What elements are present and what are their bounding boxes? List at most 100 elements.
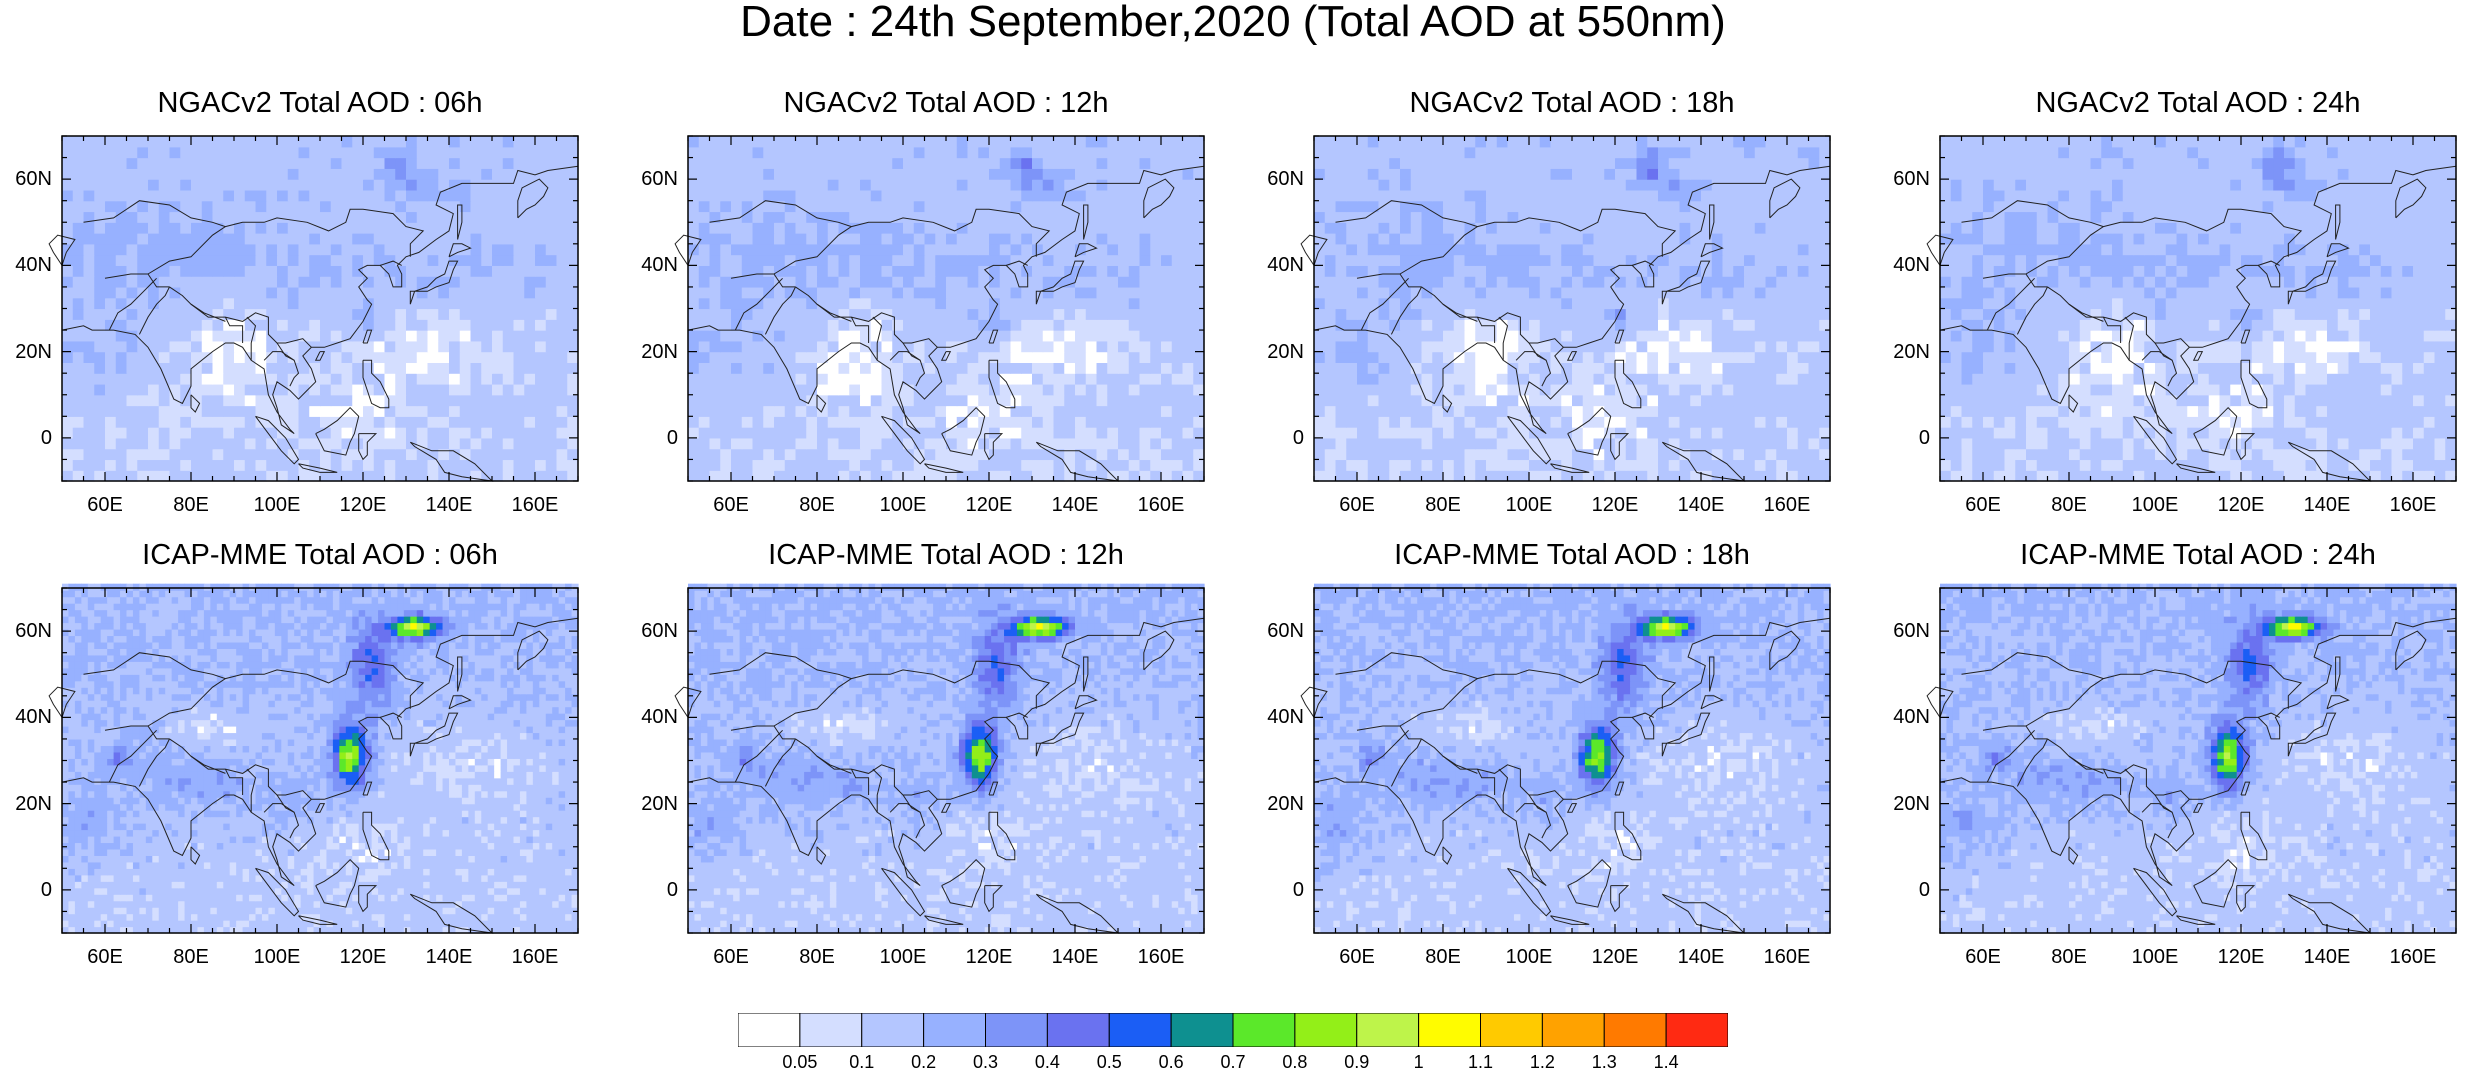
aod-map	[1878, 540, 2466, 980]
lon-tick-label: 140E	[2292, 947, 2362, 967]
colorbar-box	[1604, 1013, 1666, 1047]
lat-tick-label: 40N	[628, 255, 678, 275]
aod-map	[626, 540, 1266, 980]
aod-map	[1252, 540, 1892, 980]
lat-tick-label: 40N	[1880, 255, 1930, 275]
lon-tick-label: 60E	[696, 947, 766, 967]
colorbar-tick-label: 0.1	[832, 1053, 892, 1071]
colorbar-tick-label: 0.8	[1265, 1053, 1325, 1071]
lat-tick-label: 60N	[2, 621, 52, 641]
lat-tick-label: 40N	[628, 707, 678, 727]
lon-tick-label: 160E	[1126, 947, 1196, 967]
lat-tick-label: 40N	[1880, 707, 1930, 727]
lat-tick-label: 0	[628, 880, 678, 900]
lat-tick-label: 40N	[1254, 255, 1304, 275]
lon-tick-label: 100E	[2120, 947, 2190, 967]
lat-tick-label: 0	[2, 428, 52, 448]
lat-tick-label: 40N	[2, 707, 52, 727]
colorbar-tick-label: 0.4	[1017, 1053, 1077, 1071]
colorbar-box	[1233, 1013, 1295, 1047]
lon-tick-label: 60E	[1322, 495, 1392, 515]
lon-tick-label: 160E	[500, 495, 570, 515]
colorbar-tick-label: 0.3	[956, 1053, 1016, 1071]
lat-tick-label: 0	[1880, 880, 1930, 900]
lon-tick-label: 120E	[954, 947, 1024, 967]
lat-tick-label: 20N	[2, 342, 52, 362]
lat-tick-label: 60N	[1880, 621, 1930, 641]
lon-tick-label: 100E	[1494, 947, 1564, 967]
lon-tick-label: 100E	[242, 495, 312, 515]
figure-title: Date : 24th September,2020 (Total AOD at…	[0, 0, 2466, 44]
aod-field	[1314, 584, 1831, 934]
colorbar-tick-label: 0.6	[1141, 1053, 1201, 1071]
lat-tick-label: 60N	[628, 169, 678, 189]
lon-tick-label: 60E	[1948, 947, 2018, 967]
lon-tick-label: 120E	[328, 495, 398, 515]
lon-tick-label: 60E	[1948, 495, 2018, 515]
lon-tick-label: 80E	[1408, 495, 1478, 515]
lat-tick-label: 0	[628, 428, 678, 448]
aod-map	[0, 540, 640, 980]
lon-tick-label: 120E	[2206, 947, 2276, 967]
lon-tick-label: 100E	[242, 947, 312, 967]
lon-tick-label: 80E	[782, 947, 852, 967]
colorbar-box	[1109, 1013, 1171, 1047]
lon-tick-label: 120E	[1580, 947, 1650, 967]
lat-tick-label: 20N	[628, 342, 678, 362]
lon-tick-label: 60E	[696, 495, 766, 515]
aod-field	[62, 584, 579, 934]
lon-tick-label: 100E	[1494, 495, 1564, 515]
colorbar-tick-label: 1.4	[1636, 1053, 1696, 1071]
lon-tick-label: 120E	[2206, 495, 2276, 515]
aod-field	[1314, 136, 1831, 482]
aod-field	[1940, 136, 2457, 482]
colorbar-box	[1047, 1013, 1109, 1047]
lon-tick-label: 100E	[2120, 495, 2190, 515]
lon-tick-label: 140E	[1666, 947, 1736, 967]
colorbar-box	[862, 1013, 924, 1047]
lon-tick-label: 80E	[782, 495, 852, 515]
lat-tick-label: 20N	[2, 794, 52, 814]
lat-tick-label: 0	[1254, 880, 1304, 900]
lon-tick-label: 80E	[2034, 947, 2104, 967]
colorbar-box	[1666, 1013, 1728, 1047]
lat-tick-label: 20N	[1880, 342, 1930, 362]
lon-tick-label: 160E	[2378, 495, 2448, 515]
aod-map	[0, 88, 640, 528]
lat-tick-label: 20N	[1254, 342, 1304, 362]
colorbar-box	[986, 1013, 1048, 1047]
lon-tick-label: 140E	[414, 495, 484, 515]
lon-tick-label: 140E	[414, 947, 484, 967]
aod-field	[688, 584, 1205, 934]
colorbar-box	[1295, 1013, 1357, 1047]
lon-tick-label: 160E	[1752, 495, 1822, 515]
colorbar-tick-label: 0.7	[1203, 1053, 1263, 1071]
colorbar-box	[1481, 1013, 1543, 1047]
lon-tick-label: 160E	[500, 947, 570, 967]
aod-map	[626, 88, 1266, 528]
colorbar-tick-label: 1.3	[1574, 1053, 1634, 1071]
colorbar-box	[1542, 1013, 1604, 1047]
lon-tick-label: 120E	[328, 947, 398, 967]
colorbar-tick-label: 1	[1389, 1053, 1449, 1071]
colorbar-tick-label: 1.1	[1451, 1053, 1511, 1071]
lat-tick-label: 20N	[1254, 794, 1304, 814]
lon-tick-label: 80E	[2034, 495, 2104, 515]
lat-tick-label: 20N	[1880, 794, 1930, 814]
colorbar-box	[1357, 1013, 1419, 1047]
colorbar-tick-label: 0.9	[1327, 1053, 1387, 1071]
lat-tick-label: 0	[2, 880, 52, 900]
lat-tick-label: 0	[1880, 428, 1930, 448]
aod-colorbar	[738, 1013, 1728, 1047]
lon-tick-label: 160E	[1752, 947, 1822, 967]
aod-field	[62, 136, 579, 482]
colorbar-tick-label: 0.5	[1079, 1053, 1139, 1071]
lon-tick-label: 140E	[1666, 495, 1736, 515]
aod-map	[1252, 88, 1892, 528]
